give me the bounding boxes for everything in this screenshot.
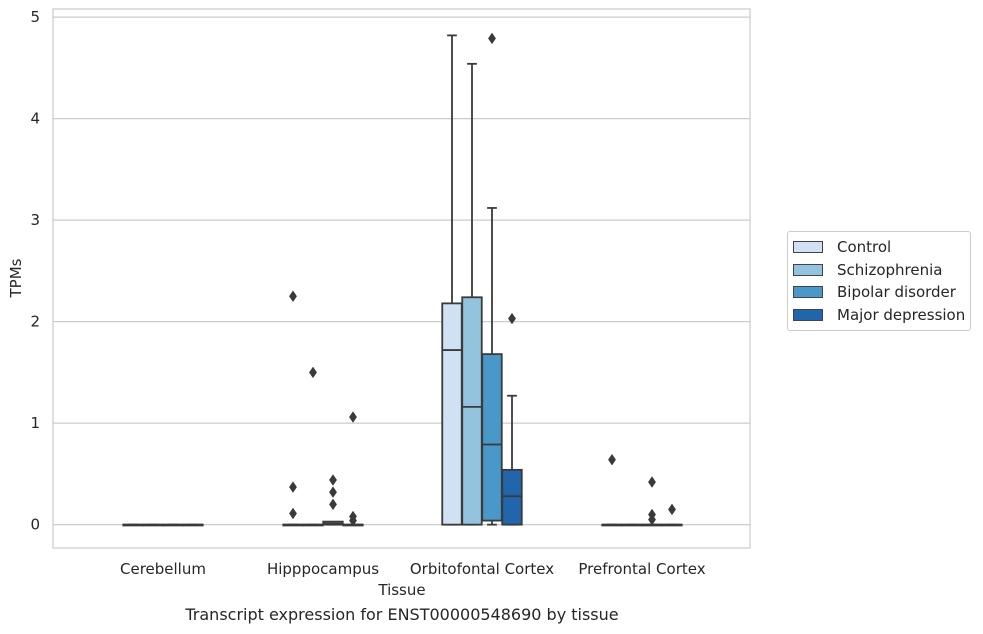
legend-item: Bipolar disorder [788, 281, 970, 304]
outlier-point [648, 476, 656, 488]
outlier-point [309, 366, 317, 379]
outlier-point [508, 312, 516, 325]
box-schizophrenia [621, 523, 643, 527]
y-tick-label: 5 [30, 8, 40, 26]
legend-label: Major depression [837, 305, 966, 324]
legend-swatch [793, 241, 823, 254]
box-control [601, 523, 623, 527]
legend-swatch [793, 286, 823, 299]
outlier-point [648, 513, 656, 526]
outlier-point [668, 503, 676, 516]
x-tick-label: Hipppocampus [267, 560, 379, 578]
plot-area [52, 8, 751, 549]
box-schizophrenia [142, 523, 164, 527]
legend-swatch [793, 308, 823, 321]
legend-swatch [793, 263, 823, 276]
legend-label: Control [837, 238, 892, 257]
box-major-depression [501, 394, 523, 526]
y-tick-label: 3 [30, 211, 40, 229]
box-iqr [481, 353, 503, 522]
outlier-point [608, 453, 616, 466]
outlier-point [289, 290, 297, 303]
x-axis-label: Tissue [377, 581, 425, 599]
outlier-point [349, 411, 357, 423]
y-tick-labels: 0 1 2 3 4 5 [30, 8, 40, 534]
y-tick-label: 0 [30, 516, 40, 534]
box-major-depression [661, 523, 683, 527]
legend: Control Schizophrenia Bipolar disorder Majo… [787, 231, 971, 331]
box-control [282, 523, 304, 527]
legend-item: Schizophrenia [788, 259, 970, 282]
y-tick-label: 2 [30, 313, 40, 331]
x-tick-labels: Cerebellum Hipppocampus Orbitofontal Corte… [120, 560, 706, 578]
x-tick-label: Cerebellum [120, 560, 206, 578]
box-bipolar-disorder [481, 207, 503, 526]
box-major-depression [182, 523, 204, 527]
box-schizophrenia [302, 523, 324, 527]
x-tick-label: Orbitofontal Cortex [410, 560, 554, 578]
box-iqr [501, 468, 523, 526]
boxes [122, 34, 683, 527]
outlier-point [289, 481, 297, 493]
outlier-point [349, 514, 357, 527]
box-iqr [461, 296, 483, 526]
y-tick-label: 1 [30, 414, 40, 432]
legend-item: Major depression [788, 304, 970, 327]
legend-label: Bipolar disorder [837, 283, 956, 302]
y-axis-label: TPMs [7, 258, 25, 298]
box-control [122, 523, 144, 527]
outlier-point [329, 498, 337, 511]
x-tick-label: Prefrontal Cortex [578, 560, 705, 578]
outlier-point [289, 507, 297, 520]
box-bipolar-disorder [162, 523, 184, 527]
outlier-point [329, 486, 337, 498]
legend-item: Control [788, 236, 970, 259]
outlier-point [488, 32, 496, 45]
chart-caption: Transcript expression for ENST0000054869… [185, 605, 619, 624]
box-iqr [441, 302, 463, 526]
y-tick-label: 4 [30, 110, 40, 128]
box-bipolar-disorder [322, 520, 344, 526]
outlier-point [329, 474, 337, 486]
outliers [289, 32, 676, 527]
legend-label: Schizophrenia [837, 260, 943, 279]
